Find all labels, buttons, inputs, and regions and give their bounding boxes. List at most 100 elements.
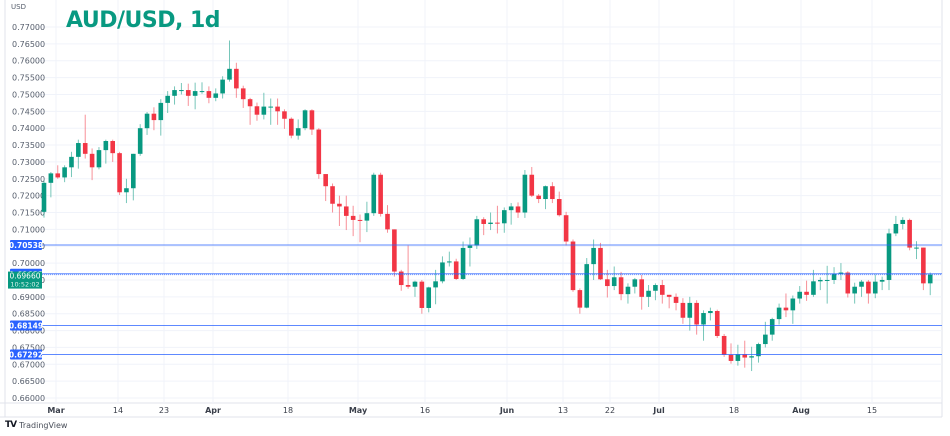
candle-down[interactable] bbox=[714, 311, 720, 336]
candle-up[interactable] bbox=[818, 279, 823, 282]
candle-down[interactable] bbox=[481, 219, 486, 224]
candle-up[interactable] bbox=[701, 313, 706, 325]
candle-down[interactable] bbox=[151, 113, 157, 121]
candle-up[interactable] bbox=[227, 68, 232, 80]
candle-up[interactable] bbox=[824, 279, 830, 281]
candle-down[interactable] bbox=[357, 219, 363, 221]
candle-up[interactable] bbox=[96, 150, 102, 168]
candle-up[interactable] bbox=[474, 219, 480, 246]
candle-up[interactable] bbox=[646, 290, 651, 297]
candle-up[interactable] bbox=[69, 156, 74, 168]
candle-down[interactable] bbox=[598, 247, 603, 280]
candle-up[interactable] bbox=[103, 141, 109, 151]
candle-down[interactable] bbox=[392, 229, 397, 272]
candle-up[interactable] bbox=[440, 262, 445, 282]
candle-up[interactable] bbox=[769, 319, 775, 335]
candle-up[interactable] bbox=[611, 277, 617, 287]
candle-up[interactable] bbox=[879, 279, 885, 282]
candle-down[interactable] bbox=[82, 143, 88, 154]
candle-down[interactable] bbox=[275, 106, 280, 112]
candle-down[interactable] bbox=[240, 88, 246, 100]
candle-up[interactable] bbox=[364, 213, 370, 221]
candle-up[interactable] bbox=[852, 286, 857, 294]
candle-up[interactable] bbox=[508, 206, 514, 211]
candle-down[interactable] bbox=[907, 219, 912, 248]
candle-up[interactable] bbox=[501, 210, 507, 224]
candle-up[interactable] bbox=[467, 245, 473, 248]
candle-down[interactable] bbox=[89, 153, 95, 168]
candle-up[interactable] bbox=[124, 188, 129, 193]
tradingview-logo[interactable]: TV TradingView bbox=[5, 420, 67, 430]
candle-up[interactable] bbox=[763, 334, 768, 345]
candle-up[interactable] bbox=[756, 344, 761, 357]
candle-down[interactable] bbox=[666, 294, 672, 297]
candle-up[interactable] bbox=[632, 279, 638, 287]
candle-up[interactable] bbox=[199, 91, 205, 93]
candle-up[interactable] bbox=[426, 287, 432, 308]
candle-down[interactable] bbox=[206, 91, 212, 98]
candle-up[interactable] bbox=[62, 167, 67, 178]
candle-down[interactable] bbox=[694, 302, 699, 325]
candle-down[interactable] bbox=[845, 272, 851, 294]
candle-up[interactable] bbox=[48, 173, 54, 183]
candle-down[interactable] bbox=[405, 285, 411, 287]
candle-down[interactable] bbox=[570, 241, 576, 291]
candle-up[interactable] bbox=[268, 106, 274, 108]
candle-up[interactable] bbox=[790, 298, 796, 311]
candle-up[interactable] bbox=[192, 91, 198, 96]
candle-up[interactable] bbox=[460, 247, 466, 279]
candle-up[interactable] bbox=[295, 128, 301, 136]
candle-up[interactable] bbox=[584, 264, 590, 308]
candle-down[interactable] bbox=[282, 111, 287, 119]
candle-down[interactable] bbox=[605, 279, 610, 287]
candle-down[interactable] bbox=[378, 174, 383, 214]
candle-down[interactable] bbox=[529, 174, 535, 196]
candle-up[interactable] bbox=[893, 223, 899, 234]
candle-down[interactable] bbox=[639, 279, 644, 297]
candle-up[interactable] bbox=[158, 102, 164, 121]
candle-down[interactable] bbox=[110, 141, 115, 154]
candle-down[interactable] bbox=[337, 203, 342, 207]
candle-down[interactable] bbox=[921, 247, 926, 284]
candle-up[interactable] bbox=[76, 143, 81, 157]
candle-up[interactable] bbox=[872, 281, 878, 294]
candle-down[interactable] bbox=[398, 271, 404, 286]
candle-up[interactable] bbox=[687, 302, 693, 318]
candle-up[interactable] bbox=[172, 90, 177, 96]
candle-up[interactable] bbox=[625, 286, 631, 295]
candle-down[interactable] bbox=[742, 354, 748, 358]
candle-down[interactable] bbox=[453, 261, 459, 279]
candle-up[interactable] bbox=[137, 128, 143, 154]
candle-up[interactable] bbox=[859, 281, 864, 287]
candle-down[interactable] bbox=[550, 186, 555, 200]
candle-up[interactable] bbox=[213, 93, 219, 98]
candle-up[interactable] bbox=[41, 182, 47, 212]
candle-up[interactable] bbox=[927, 274, 933, 284]
candle-up[interactable] bbox=[811, 281, 816, 295]
candle-down[interactable] bbox=[866, 281, 871, 294]
candle-down[interactable] bbox=[515, 206, 521, 213]
candle-down[interactable] bbox=[185, 90, 191, 96]
candle-down[interactable] bbox=[680, 302, 686, 318]
candle-up[interactable] bbox=[131, 153, 136, 189]
candle-down[interactable] bbox=[556, 199, 562, 216]
candle-up[interactable] bbox=[797, 291, 802, 299]
candle-up[interactable] bbox=[543, 186, 548, 200]
candle-down[interactable] bbox=[55, 173, 61, 178]
candle-down[interactable] bbox=[577, 290, 583, 308]
candle-up[interactable] bbox=[179, 90, 184, 92]
candle-down[interactable] bbox=[330, 186, 335, 204]
candle-down[interactable] bbox=[618, 277, 624, 295]
candle-up[interactable] bbox=[220, 79, 225, 94]
candle-up[interactable] bbox=[838, 272, 844, 274]
candle-up[interactable] bbox=[447, 261, 452, 263]
candle-up[interactable] bbox=[488, 222, 493, 224]
candle-down[interactable] bbox=[673, 296, 679, 303]
candle-down[interactable] bbox=[289, 118, 294, 136]
candle-down[interactable] bbox=[323, 174, 328, 187]
candle-up[interactable] bbox=[302, 110, 308, 129]
candle-up[interactable] bbox=[708, 311, 713, 314]
candle-down[interactable] bbox=[728, 354, 734, 361]
candle-up[interactable] bbox=[914, 247, 919, 249]
